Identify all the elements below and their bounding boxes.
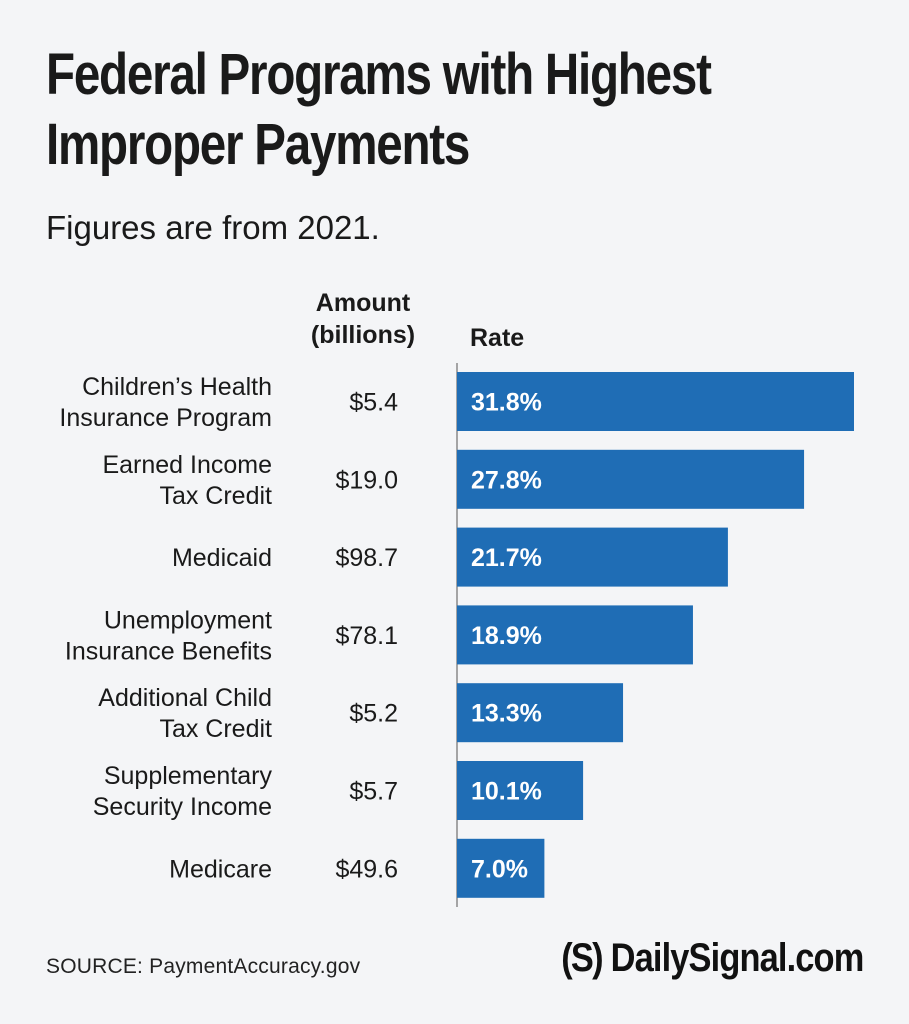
amount-value-0: $5.4 xyxy=(349,389,398,417)
bar-4 xyxy=(457,683,624,743)
category-label-6-line-0: Medicare xyxy=(169,855,272,883)
bar-value-label-4: 13.3% xyxy=(471,700,542,728)
amount-header-line-1: Amount xyxy=(315,289,411,317)
category-label-5-line-0: Supplementary xyxy=(104,762,273,790)
title-line-1: Federal Programs with Highest xyxy=(46,42,712,107)
bar-value-label-3: 18.9% xyxy=(471,622,542,650)
amount-value-6: $49.6 xyxy=(335,855,398,883)
category-label-4-line-0: Additional Child xyxy=(98,684,272,712)
title-line-2: Improper Payments xyxy=(46,112,470,177)
bar-value-label-6: 7.0% xyxy=(471,855,528,883)
amount-column-header: Amount (billions) xyxy=(298,287,428,351)
category-label-3-line-0: Unemployment xyxy=(104,606,272,634)
category-label-1-line-0: Earned Income xyxy=(102,451,272,479)
category-label-0-line-0: Children’s Health xyxy=(82,373,272,401)
category-label-1-line-1: Tax Credit xyxy=(159,482,272,510)
bar-1 xyxy=(457,449,805,509)
amount-value-4: $5.2 xyxy=(349,700,398,728)
amount-header-line-2: (billions) xyxy=(310,321,416,349)
bar-value-label-2: 21.7% xyxy=(471,544,542,572)
bar-2 xyxy=(457,527,728,587)
bar-6 xyxy=(457,838,545,898)
brand-mark: (S) xyxy=(560,936,603,980)
amount-value-5: $5.7 xyxy=(349,778,398,806)
category-label-2-line-0: Medicaid xyxy=(172,544,272,572)
amount-value-1: $19.0 xyxy=(335,466,398,494)
amount-value-3: $78.1 xyxy=(335,622,398,650)
chart-title: Federal Programs with Highest Improper P… xyxy=(46,40,718,180)
brand-logo[interactable]: (S) DailySignal.com xyxy=(560,936,864,981)
source-note: SOURCE: PaymentAccuracy.gov xyxy=(46,955,361,978)
rate-column-header: Rate xyxy=(470,324,525,352)
category-label-5-line-1: Security Income xyxy=(93,793,272,821)
bar-5 xyxy=(457,761,584,820)
bar-value-label-5: 10.1% xyxy=(471,778,542,806)
category-label-0-line-1: Insurance Program xyxy=(59,404,272,432)
category-label-4-line-1: Tax Credit xyxy=(159,715,272,743)
brand-name: DailySignal.com xyxy=(610,936,864,980)
bar-value-label-1: 27.8% xyxy=(471,466,542,494)
bar-0 xyxy=(457,372,854,431)
category-label-3-line-1: Insurance Benefits xyxy=(65,637,272,665)
amount-value-2: $98.7 xyxy=(335,544,398,572)
bar-3 xyxy=(457,605,693,665)
bar-value-label-0: 31.8% xyxy=(471,389,542,417)
chart-subtitle: Figures are from 2021. xyxy=(46,209,380,246)
